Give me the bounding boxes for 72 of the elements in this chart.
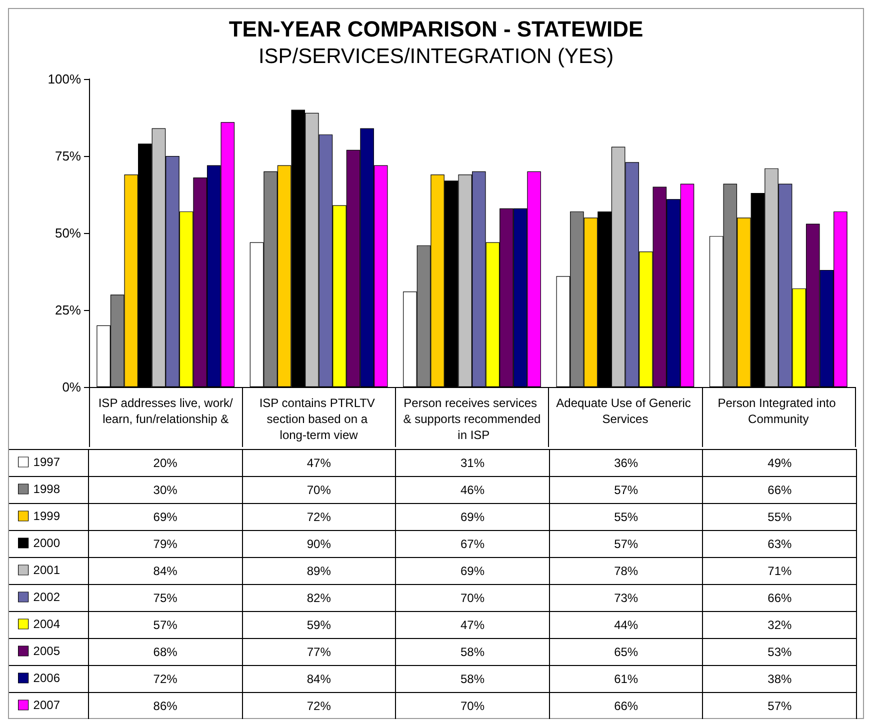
data-label: 69% — [89, 504, 243, 530]
legend-label: 2000 — [33, 536, 60, 550]
data-label: 84% — [89, 558, 243, 584]
data-label: 36% — [550, 450, 704, 476]
y-tick-label: 25% — [54, 302, 82, 318]
data-label: 30% — [89, 477, 243, 503]
data-label: 46% — [396, 477, 550, 503]
y-tick-label: 50% — [54, 226, 82, 240]
data-label: 77% — [242, 639, 396, 665]
y-tick-label: 75% — [54, 148, 82, 164]
data-label: 72% — [89, 666, 243, 692]
data-label: 82% — [242, 585, 396, 611]
legend-label: 1997 — [33, 455, 60, 469]
legend-label: 1999 — [33, 509, 60, 523]
legend-label: 2006 — [33, 671, 60, 685]
data-label: 70% — [396, 693, 550, 719]
x-tick-label: Adequate Use of Generic Services — [556, 396, 694, 426]
data-label: 79% — [89, 531, 243, 557]
x-tick-label: Person receives services & supports recommended in ISP — [403, 396, 541, 442]
y-tick-label: 100% — [48, 72, 82, 86]
chart-title: TEN-YEAR COMPARISON - STATEWIDE — [228, 16, 644, 42]
data-label: 69% — [396, 558, 550, 584]
data-label: 63% — [703, 531, 857, 557]
data-label: 90% — [242, 531, 396, 557]
data-label: 47% — [396, 612, 550, 638]
data-label: 57% — [550, 477, 704, 503]
data-label: 53% — [703, 639, 857, 665]
data-label: 66% — [550, 693, 704, 719]
data-label: 58% — [396, 639, 550, 665]
data-label: 58% — [396, 666, 550, 692]
data-label: 72% — [242, 504, 396, 530]
data-label: 59% — [242, 612, 396, 638]
data-label: 55% — [703, 504, 857, 530]
legend-label: 2001 — [33, 563, 60, 577]
data-label: 71% — [703, 558, 857, 584]
legend-label: 1998 — [33, 482, 60, 496]
chart-subtitle: ISP/SERVICES/INTEGRATION (YES) — [258, 45, 614, 68]
data-label: 57% — [550, 531, 704, 557]
data-label: 75% — [89, 585, 243, 611]
data-label: 68% — [89, 639, 243, 665]
data-label: 89% — [242, 558, 396, 584]
data-label: 69% — [396, 504, 550, 530]
data-label: 57% — [703, 693, 857, 719]
x-tick-label: ISP contains PTRLTV section based on a long-term view — [259, 396, 378, 442]
y-tick-label: 0% — [62, 380, 82, 394]
data-label: 70% — [396, 585, 550, 611]
data-label: 55% — [550, 504, 704, 530]
data-label: 61% — [550, 666, 704, 692]
data-label: 31% — [396, 450, 550, 476]
data-label: 47% — [242, 450, 396, 476]
data-label: 65% — [550, 639, 704, 665]
x-tick-label: Person Integrated into Community — [718, 396, 840, 426]
data-label: 49% — [703, 450, 857, 476]
data-label: 66% — [703, 477, 857, 503]
data-label: 32% — [703, 612, 857, 638]
legend-label: 2005 — [33, 644, 60, 658]
legend-label: 2002 — [33, 590, 60, 604]
data-label: 86% — [89, 693, 243, 719]
data-label: 78% — [550, 558, 704, 584]
data-label: 57% — [89, 612, 243, 638]
data-label: 44% — [550, 612, 704, 638]
x-tick-label: ISP addresses live, work/learn, fun/relationship & — [98, 396, 234, 426]
data-label: 72% — [242, 693, 396, 719]
data-label: 20% — [89, 450, 243, 476]
data-label: 38% — [703, 666, 857, 692]
data-label: 66% — [703, 585, 857, 611]
data-label: 84% — [242, 666, 396, 692]
legend-label: 2007 — [33, 698, 60, 712]
legend-label: 2004 — [33, 617, 60, 631]
data-label: 70% — [242, 477, 396, 503]
data-label: 67% — [396, 531, 550, 557]
data-label: 73% — [550, 585, 704, 611]
